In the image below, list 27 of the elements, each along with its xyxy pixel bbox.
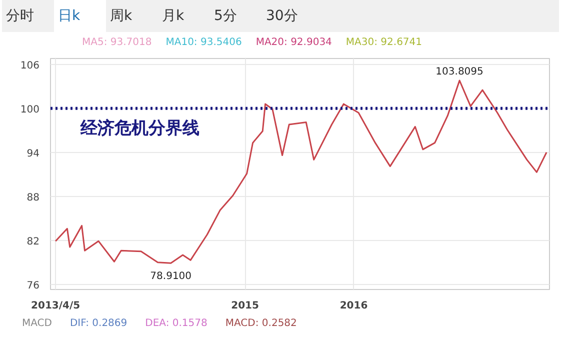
text: DEA: 0.1578 <box>145 318 208 329</box>
text: 分时 <box>2 0 54 32</box>
text: 周k <box>106 0 158 32</box>
x-tick-label: 2016 <box>340 300 368 312</box>
text: DIF: 0.2869 <box>70 318 128 329</box>
y-tick-label: 82 <box>26 236 40 248</box>
text: MA30: 92.6741 <box>346 37 422 48</box>
text: 30分 <box>262 0 314 32</box>
text: MACD <box>22 318 52 329</box>
annotation: 78.9100 <box>150 271 192 282</box>
y-tick-label: 88 <box>26 192 40 204</box>
text: MACD: 0.2582 <box>225 318 297 329</box>
line-series <box>54 80 548 264</box>
y-tick-label: 100 <box>20 104 40 116</box>
y-tick-label: 76 <box>26 280 40 292</box>
text: MA5: 93.7018 <box>82 37 152 48</box>
x-tick-label: 2015 <box>231 300 259 312</box>
annotation: 103.8095 <box>436 66 484 78</box>
text: MA10: 93.5406 <box>166 37 242 48</box>
y-tick-label: 106 <box>20 60 40 72</box>
ref-line-label: 经济危机分界线 <box>79 118 200 138</box>
text: 日k <box>54 0 106 32</box>
text: 月k <box>158 0 210 32</box>
y-tick-label: 94 <box>26 148 40 160</box>
x-tick-label: 2013/4/5 <box>31 300 80 312</box>
text: MA20: 92.9034 <box>256 37 332 48</box>
text: 5分 <box>210 0 262 32</box>
